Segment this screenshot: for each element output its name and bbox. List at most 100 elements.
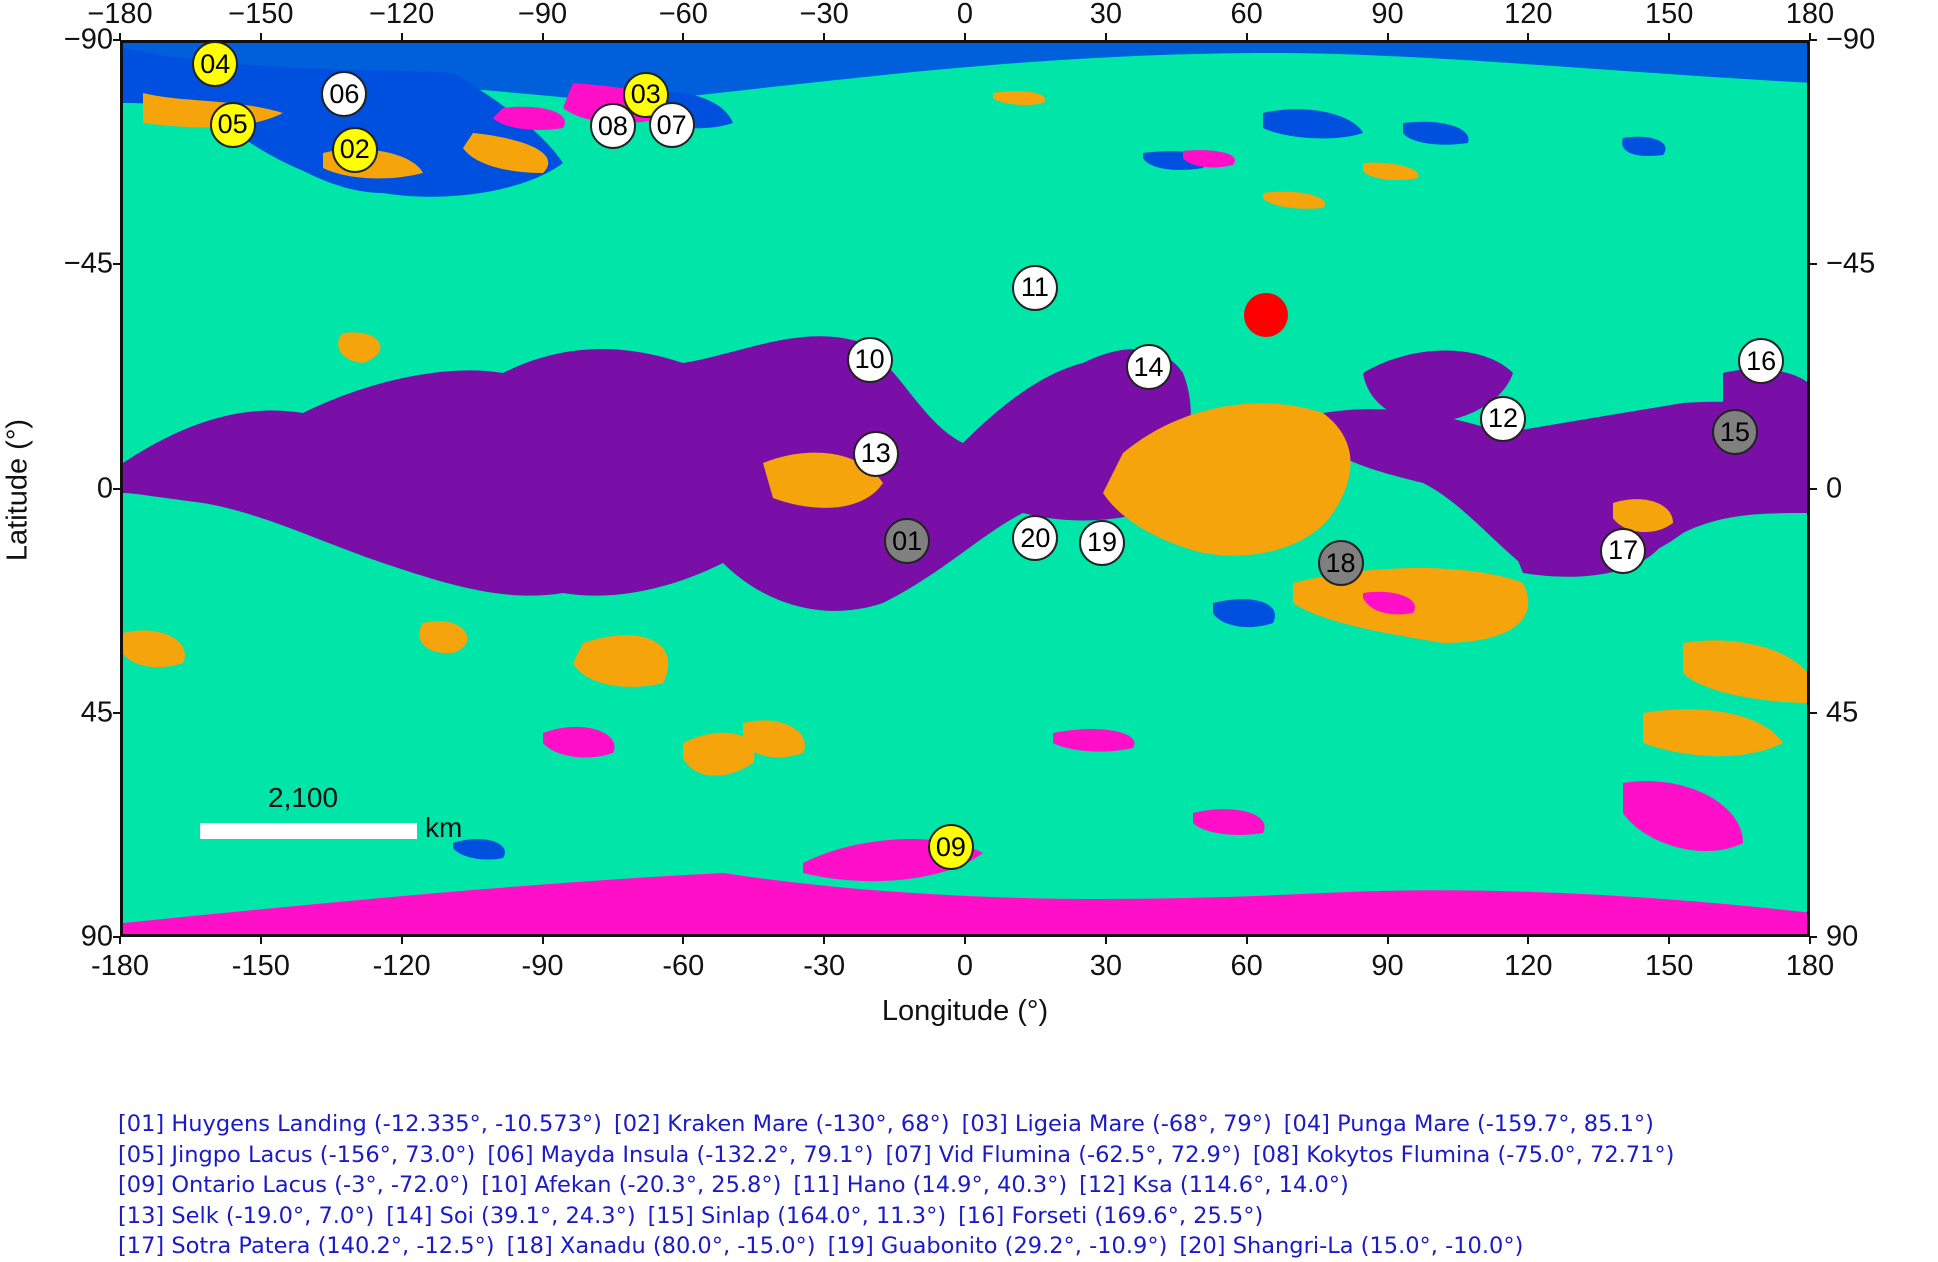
x-tick-top: −150: [228, 0, 294, 30]
site-marker-09[interactable]: 09: [927, 824, 974, 871]
site-marker-15[interactable]: 15: [1711, 409, 1758, 456]
y-tick-right: 90: [1826, 920, 1859, 953]
site-marker-14[interactable]: 14: [1125, 344, 1172, 391]
x-tick-top: −60: [658, 0, 708, 30]
legend-entry: [16] Forseti (169.6°, 25.5°): [958, 1202, 1264, 1229]
tick-mark: [1809, 33, 1811, 40]
site-marker-13[interactable]: 13: [852, 430, 899, 477]
legend-entry: [09] Ontario Lacus (-3°, -72.0°): [118, 1172, 470, 1198]
x-tick-bottom: -90: [521, 950, 564, 982]
x-tick-top: −90: [517, 0, 568, 30]
legend-entry: [14] Soi (39.1°, 24.3°): [386, 1202, 636, 1229]
tick-mark: [400, 33, 403, 40]
x-tick-bottom: 30: [1089, 950, 1122, 982]
scale-bar: [200, 823, 417, 839]
tick-mark: [1386, 33, 1389, 40]
y-tick-left: 0: [96, 472, 113, 504]
x-tick-bottom: -150: [231, 950, 290, 982]
tick-mark: [541, 937, 544, 944]
x-tick-bottom: -30: [803, 950, 846, 982]
site-marker-08[interactable]: 08: [589, 103, 636, 150]
x-tick-top: 90: [1371, 0, 1404, 30]
legend-line: [09] Ontario Lacus (-3°, -72.0°) [10] Afe…: [118, 1170, 1686, 1201]
tick-mark: [113, 487, 120, 490]
y-tick-left: −45: [63, 247, 113, 280]
legend-entry: [03] Ligeia Mare (-68°, 79°): [961, 1111, 1272, 1137]
x-tick-top: 60: [1230, 0, 1263, 30]
legend-entry: [06] Mayda Insula (-132.2°, 79.1°): [487, 1141, 874, 1168]
scale-bar-unit: km: [425, 812, 463, 843]
x-tick-top: 120: [1504, 0, 1553, 30]
legend-line: [17] Sotra Patera (140.2°, -12.5°) [18] X…: [118, 1231, 1686, 1262]
tick-mark: [1810, 487, 1817, 490]
y-tick-left: 90: [80, 920, 113, 953]
tick-mark: [1527, 33, 1530, 40]
site-marker-01[interactable]: 01: [884, 518, 931, 565]
legend-entry: [18] Xanadu (80.0°, -15.0°): [506, 1233, 816, 1259]
x-tick-top: 30: [1089, 0, 1122, 30]
x-tick-top: 0: [956, 0, 974, 30]
legend-entry: [12] Ksa (114.6°, 14.0°): [1079, 1172, 1349, 1198]
x-tick-bottom: -120: [372, 950, 431, 982]
terrain-map: [123, 43, 1807, 934]
site-marker-04[interactable]: 04: [192, 41, 239, 88]
site-marker-16[interactable]: 16: [1738, 338, 1785, 385]
y-tick-right: −45: [1826, 247, 1876, 280]
legend-entry: [08] Kokytos Flumina (-75.0°, 72.71°): [1252, 1141, 1675, 1168]
x-tick-bottom: 90: [1371, 950, 1404, 982]
legend-entry: [02] Kraken Mare (-130°, 68°): [613, 1111, 950, 1137]
legend-entry: [05] Jingpo Lacus (-156°, 73.0°): [118, 1141, 476, 1168]
x-tick-bottom: 120: [1504, 950, 1553, 982]
site-marker-20[interactable]: 20: [1012, 515, 1059, 562]
tick-mark: [113, 936, 120, 938]
x-tick-bottom: -180: [90, 950, 150, 982]
tick-mark: [1668, 33, 1671, 40]
tick-mark: [113, 263, 120, 266]
site-marker-06[interactable]: 06: [321, 71, 368, 118]
tick-mark: [1810, 263, 1817, 266]
x-axis-label: Longitude (°): [881, 995, 1049, 1027]
x-tick-bottom: 150: [1644, 950, 1694, 982]
y-tick-left: 45: [80, 696, 113, 729]
tick-mark: [823, 937, 826, 944]
site-marker-18[interactable]: 18: [1317, 540, 1364, 587]
site-marker-10[interactable]: 10: [846, 336, 893, 383]
x-tick-bottom: 60: [1230, 950, 1263, 982]
legend-entry: [15] Sinlap (164.0°, 11.3°): [647, 1202, 947, 1229]
legend-line: [05] Jingpo Lacus (-156°, 73.0°) [06] May…: [118, 1140, 1686, 1171]
site-marker-02[interactable]: 02: [331, 126, 378, 173]
tick-mark: [1104, 33, 1107, 40]
x-tick-bottom: 180: [1785, 950, 1835, 982]
site-legend: [01] Huygens Landing (-12.335°, -10.573°…: [118, 1109, 1686, 1262]
legend-entry: [11] Hano (14.9°, 40.3°): [793, 1172, 1068, 1198]
site-marker-17[interactable]: 17: [1600, 527, 1647, 574]
site-marker-11[interactable]: 11: [1011, 264, 1058, 311]
y-axis-label: Latitude (°): [1, 418, 34, 562]
legend-entry: [01] Huygens Landing (-12.335°, -10.573°…: [118, 1111, 602, 1137]
tick-mark: [964, 937, 966, 944]
tick-mark: [682, 937, 685, 944]
y-tick-right: 45: [1826, 696, 1859, 729]
map-plot-area: [120, 40, 1810, 937]
tick-mark: [541, 33, 544, 40]
legend-entry: [17] Sotra Patera (140.2°, -12.5°): [118, 1233, 495, 1259]
legend-entry: [13] Selk (-19.0°, 7.0°): [118, 1202, 375, 1229]
tick-mark: [1809, 937, 1811, 944]
tick-mark: [113, 711, 120, 714]
x-tick-top: 150: [1644, 0, 1694, 30]
site-marker-05[interactable]: 05: [209, 101, 256, 148]
x-tick-bottom: 0: [956, 950, 974, 982]
tick-mark: [823, 33, 826, 40]
site-marker-19[interactable]: 19: [1079, 519, 1126, 566]
legend-entry: [07] Vid Flumina (-62.5°, 72.9°): [885, 1141, 1241, 1168]
site-marker-07[interactable]: 07: [648, 102, 695, 149]
x-tick-top: −120: [368, 0, 435, 30]
tick-mark: [1104, 937, 1107, 944]
legend-entry: [20] Shangri-La (15.0°, -10.0°): [1179, 1233, 1524, 1259]
tick-mark: [119, 33, 121, 40]
legend-line: [13] Selk (-19.0°, 7.0°) [14] Soi (39.1°,…: [118, 1201, 1686, 1232]
legend-entry: [04] Punga Mare (-159.7°, 85.1°): [1283, 1111, 1654, 1137]
site-marker-12[interactable]: 12: [1479, 395, 1526, 442]
y-tick-left: −90: [63, 23, 113, 56]
